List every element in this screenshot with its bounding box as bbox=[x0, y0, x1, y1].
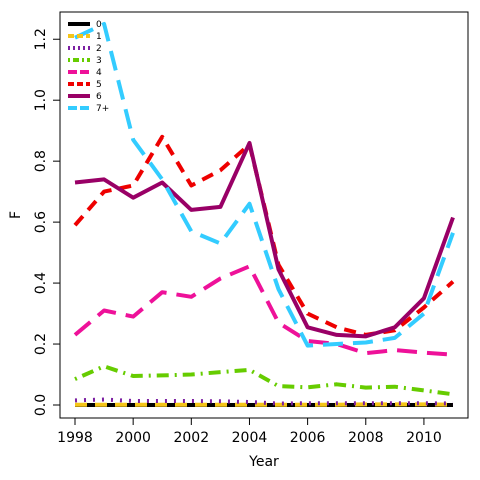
x-tick-label-1: 2000 bbox=[115, 430, 151, 446]
x-tick-label-3: 2004 bbox=[232, 430, 268, 446]
legend-label-4: 4 bbox=[96, 68, 102, 78]
y-axis-label: F bbox=[8, 211, 24, 219]
y-tick-label-0: 0.0 bbox=[33, 394, 49, 416]
series-line-4 bbox=[73, 264, 454, 357]
x-tick-label-5: 2008 bbox=[348, 430, 384, 446]
legend-label-6: 6 bbox=[96, 92, 102, 102]
legend: 0 1 2 3 4 5 6 7+ bbox=[68, 20, 109, 114]
y-tick-label-1: 0.2 bbox=[33, 333, 49, 355]
legend-label-2: 2 bbox=[96, 44, 102, 54]
series-line-2 bbox=[74, 397, 454, 406]
y-tick-label-6: 1.2 bbox=[33, 28, 49, 50]
legend-label-1: 1 bbox=[96, 32, 102, 42]
y-tick-label-5: 1.0 bbox=[33, 89, 49, 111]
y-tick-label-4: 0.8 bbox=[33, 150, 49, 172]
legend-label-7: 7+ bbox=[96, 104, 109, 114]
series-layer bbox=[73, 22, 455, 407]
series-line-3 bbox=[74, 364, 454, 397]
x-tick-label-4: 2006 bbox=[290, 430, 326, 446]
x-axis: 1998 2000 2002 2004 2006 2008 2010 bbox=[57, 417, 442, 446]
series-line-6 bbox=[74, 140, 455, 339]
x-tick-label-2: 2002 bbox=[173, 430, 209, 446]
x-tick-label-0: 1998 bbox=[57, 430, 93, 446]
y-axis: 0.0 0.2 0.4 0.6 0.8 1.0 1.2 bbox=[33, 28, 61, 416]
x-tick-label-6: 2010 bbox=[406, 430, 442, 446]
legend-label-0: 0 bbox=[96, 20, 102, 30]
y-tick-label-3: 0.6 bbox=[33, 211, 49, 233]
legend-label-5: 5 bbox=[96, 80, 102, 90]
series-line-7 bbox=[74, 22, 455, 348]
y-tick-label-2: 0.4 bbox=[33, 272, 49, 294]
x-axis-label: Year bbox=[248, 454, 279, 470]
legend-label-3: 3 bbox=[96, 56, 102, 66]
